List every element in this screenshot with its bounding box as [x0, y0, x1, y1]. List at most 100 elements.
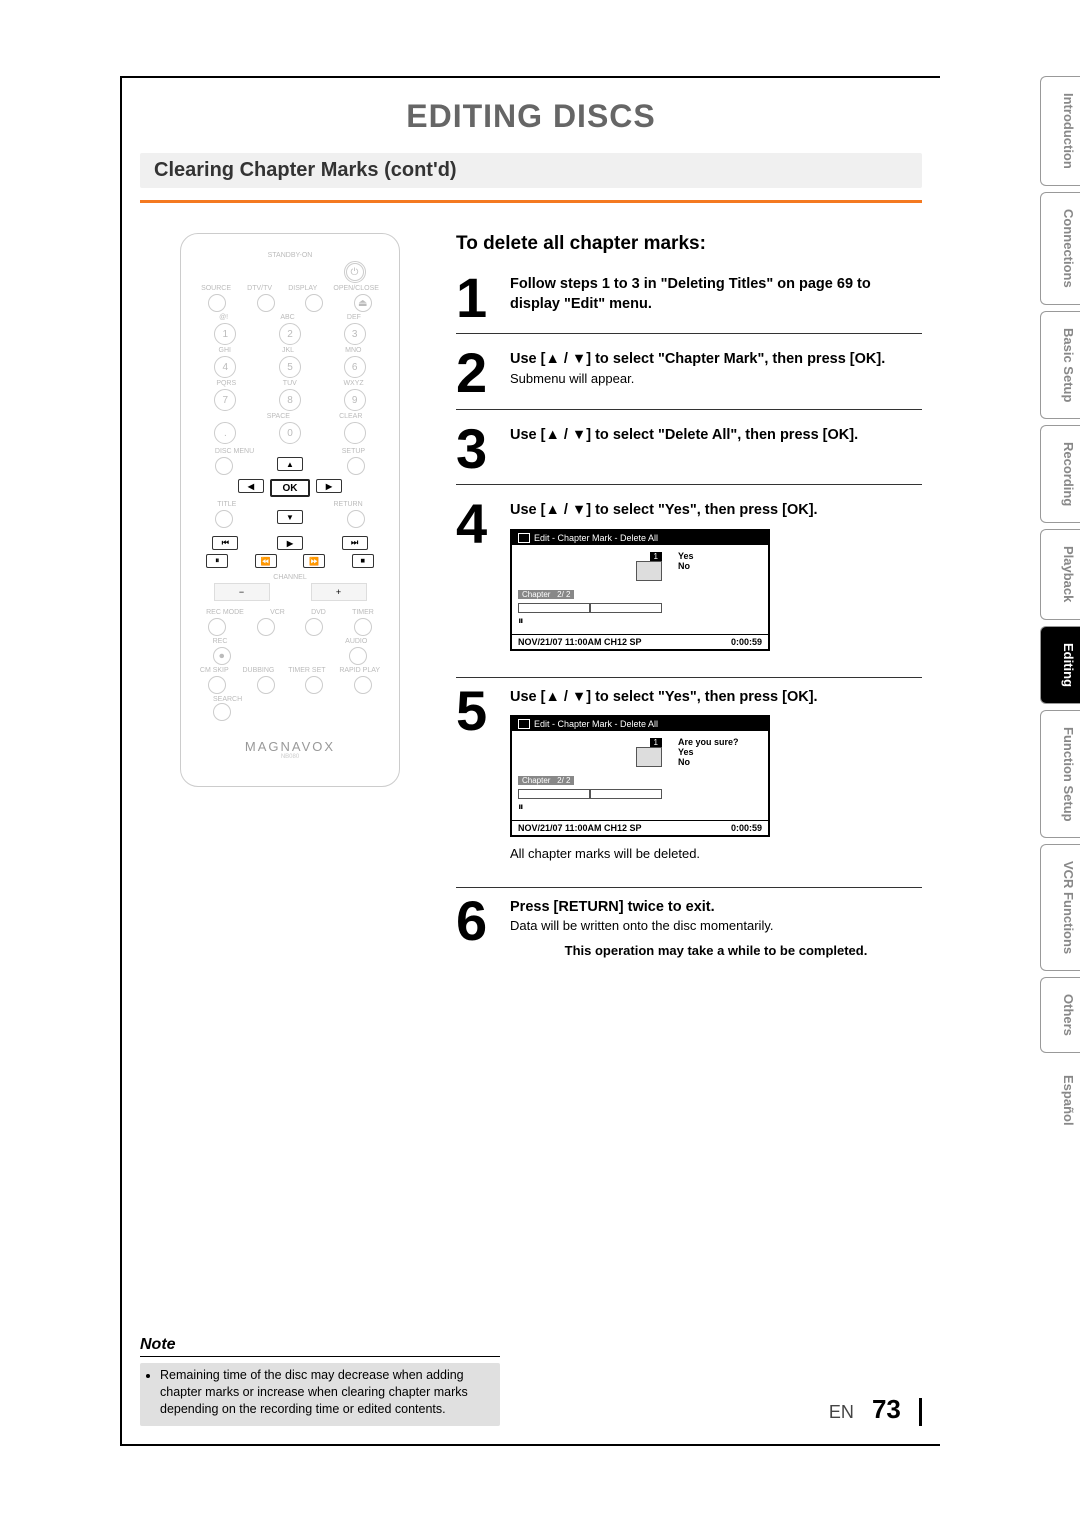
rew-button: ⏪ — [255, 554, 277, 568]
side-tab-connections: Connections — [1040, 192, 1080, 305]
return-button — [347, 510, 365, 528]
step-number: 4 — [456, 499, 510, 653]
rec-button: ⏺ — [213, 647, 231, 665]
ok-button: OK — [270, 479, 310, 497]
source-button — [208, 294, 226, 312]
side-tab-others: Others — [1040, 977, 1080, 1053]
step-number: 1 — [456, 273, 510, 323]
channel-label: CHANNEL — [193, 574, 387, 581]
page-num-value: 73 — [872, 1394, 901, 1424]
side-tab-basic-setup: Basic Setup — [1040, 311, 1080, 419]
step-number: 2 — [456, 348, 510, 398]
up-button: ▲ — [277, 457, 303, 471]
step-6: 6 Press [RETURN] twice to exit. Data wil… — [456, 896, 922, 968]
osd-option-no: No — [672, 561, 762, 571]
brand-logo: MAGNAVOX — [193, 739, 387, 754]
step-5: 5 Use [▲ / ▼] to select "Yes", then pres… — [456, 686, 922, 873]
step-text: Press [RETURN] twice to exit. — [510, 898, 922, 918]
dtv-button — [257, 294, 275, 312]
section-title: Clearing Chapter Marks (cont'd) — [154, 159, 908, 182]
page-number: EN 73 — [829, 1394, 922, 1426]
osd-header: Edit - Chapter Mark - Delete All — [534, 533, 658, 543]
lang-code: EN — [829, 1402, 854, 1422]
page-title: EDITING DISCS — [122, 98, 940, 135]
osd-option-sure: Are you sure? — [672, 737, 762, 747]
disc-menu-button — [215, 457, 233, 475]
manual-page: EDITING DISCS Clearing Chapter Marks (co… — [120, 76, 940, 1446]
standby-button: ⏻ — [344, 261, 366, 283]
step-text: Use [▲ / ▼] to select "Chapter Mark", th… — [510, 350, 922, 370]
remote-control: STANDBY-ON ⏻ SOURCE DTV/TV DISPLAY OPEN/… — [180, 233, 400, 787]
ffwd-button: ⏩ — [303, 554, 325, 568]
remote-column: STANDBY-ON ⏻ SOURCE DTV/TV DISPLAY OPEN/… — [140, 233, 440, 982]
note-body: Remaining time of the disc may decrease … — [140, 1363, 500, 1426]
instructions-column: To delete all chapter marks: 1 Follow st… — [440, 233, 922, 982]
osd-option-yes: Yes — [672, 551, 762, 561]
osd-header: Edit - Chapter Mark - Delete All — [534, 719, 658, 729]
step-subtext: Submenu will appear. — [510, 370, 922, 388]
side-tab-function-setup: Function Setup — [1040, 710, 1080, 839]
title-button — [215, 510, 233, 528]
step-number: 6 — [456, 896, 510, 958]
ch-down-button: − — [214, 583, 270, 601]
osd-footer-left: NOV/21/07 11:00AM CH12 SP — [518, 637, 642, 647]
osd-screenshot-1: Edit - Chapter Mark - Delete All 1 Chapt… — [510, 529, 770, 651]
stop-button: ⏹ — [352, 554, 374, 568]
step-number: 3 — [456, 424, 510, 474]
osd-thumb-number: 1 — [650, 738, 662, 747]
model-label: NB080 — [193, 754, 387, 760]
step-3: 3 Use [▲ / ▼] to select "Delete All", th… — [456, 424, 922, 485]
accent-bar — [140, 200, 922, 203]
note-box: Note Remaining time of the disc may decr… — [140, 1336, 500, 1426]
ch-up-button: + — [311, 583, 367, 601]
side-tab-introduction: Introduction — [1040, 76, 1080, 186]
left-button: ◀ — [238, 479, 264, 493]
step-after-text: All chapter marks will be deleted. — [510, 845, 922, 863]
standby-label: STANDBY-ON — [193, 252, 387, 259]
osd-thumb-number: 1 — [650, 552, 662, 561]
osd-footer-right: 0:00:59 — [731, 823, 762, 833]
osd-icon — [518, 719, 530, 729]
step-subtext: Data will be written onto the disc momen… — [510, 917, 922, 935]
subheading: To delete all chapter marks: — [456, 233, 922, 255]
section-title-bar: Clearing Chapter Marks (cont'd) — [140, 153, 922, 188]
page-tick — [919, 1398, 922, 1426]
osd-screenshot-2: Edit - Chapter Mark - Delete All 1 Chapt… — [510, 715, 770, 837]
step-text: Use [▲ / ▼] to select "Yes", then press … — [510, 688, 922, 708]
osd-thumbnail — [636, 561, 662, 581]
osd-option-yes: Yes — [672, 747, 762, 757]
down-button: ▼ — [277, 510, 303, 524]
osd-chapter-chip: Chapter 2/ 2 — [518, 776, 574, 785]
osd-footer-left: NOV/21/07 11:00AM CH12 SP — [518, 823, 642, 833]
step-text: Use [▲ / ▼] to select "Yes", then press … — [510, 501, 922, 521]
pause-button: ⏸ — [206, 554, 228, 568]
step-1: 1 Follow steps 1 to 3 in "Deleting Title… — [456, 273, 922, 334]
setup-button — [347, 457, 365, 475]
right-button: ▶ — [316, 479, 342, 493]
play-button: ▶ — [277, 536, 303, 550]
step-text: Use [▲ / ▼] to select "Delete All", then… — [510, 427, 858, 443]
step-warning: This operation may take a while to be co… — [510, 943, 922, 958]
search-label: SEARCH — [213, 696, 387, 703]
side-tab-espanol: Español — [1040, 1059, 1080, 1142]
step-text: Follow steps 1 to 3 in "Deleting Titles"… — [510, 276, 871, 312]
step-4: 4 Use [▲ / ▼] to select "Yes", then pres… — [456, 499, 922, 663]
note-text: Remaining time of the disc may decrease … — [160, 1367, 492, 1418]
osd-icon — [518, 533, 530, 543]
side-tab-vcr-functions: VCR Functions — [1040, 844, 1080, 971]
side-tab-editing: Editing — [1040, 626, 1080, 704]
side-tab-recording: Recording — [1040, 425, 1080, 523]
step-2: 2 Use [▲ / ▼] to select "Chapter Mark", … — [456, 348, 922, 409]
side-tabs: Introduction Connections Basic Setup Rec… — [1040, 76, 1080, 1148]
osd-option-no: No — [672, 757, 762, 767]
skip-back-button: ⏮ — [212, 536, 238, 550]
osd-footer-right: 0:00:59 — [731, 637, 762, 647]
eject-button: ⏏ — [354, 294, 372, 312]
step-number: 5 — [456, 686, 510, 863]
side-tab-playback: Playback — [1040, 529, 1080, 619]
note-heading: Note — [140, 1336, 500, 1357]
number-pad: @!ABCDEF 123 GHIJKLMNO 456 PQRSTUVWXYZ 7… — [193, 314, 387, 444]
skip-fwd-button: ⏭ — [342, 536, 368, 550]
osd-thumbnail — [636, 747, 662, 767]
display-button — [305, 294, 323, 312]
